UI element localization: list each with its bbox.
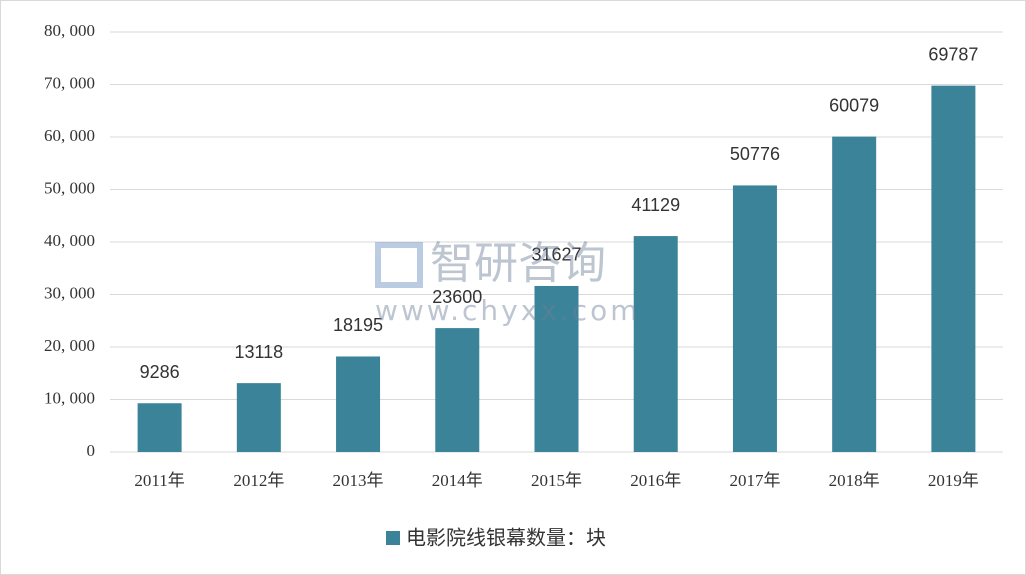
y-tick-label: 40, 000 (44, 231, 95, 250)
y-tick-label: 50, 000 (44, 178, 95, 197)
legend-swatch (386, 531, 400, 545)
watermark: 智研咨询 www.chyxx.com (375, 238, 641, 327)
y-tick-label: 10, 000 (44, 388, 95, 407)
bar (137, 403, 182, 452)
x-tick-label: 2019年 (928, 471, 979, 490)
value-label: 50776 (730, 144, 780, 164)
legend-label: 电影院线银幕数量：块 (406, 526, 606, 550)
value-label: 9286 (140, 362, 180, 382)
y-tick-label: 70, 000 (44, 73, 95, 92)
value-label: 18195 (333, 315, 383, 335)
watermark-url: www.chyxx.com (375, 294, 641, 327)
value-label: 60079 (829, 95, 879, 115)
bar (534, 285, 579, 452)
y-tick-label: 20, 000 (44, 336, 95, 355)
value-label: 41129 (631, 195, 680, 215)
bar (832, 136, 877, 452)
x-tick-label: 2014年 (432, 471, 483, 490)
bar (732, 185, 777, 452)
bar (336, 356, 381, 452)
bar (633, 236, 678, 452)
x-tick-label: 2011年 (134, 471, 184, 490)
plot-area: 0 10, 000 20, 000 30, 000 40, 000 50, 000 60, … (44, 21, 1003, 550)
x-tick-label: 2015年 (531, 471, 582, 490)
x-tick-label: 2016年 (630, 471, 681, 490)
y-tick-label: 0 (87, 441, 96, 460)
bar (435, 328, 480, 452)
watermark-logo (375, 242, 423, 288)
y-tick-label: 30, 000 (44, 283, 95, 302)
x-tick-label: 2018年 (829, 471, 880, 490)
x-tick-label: 2013年 (333, 471, 384, 490)
value-label: 23600 (432, 287, 482, 307)
y-tick-label: 80, 000 (44, 21, 95, 40)
bar (236, 383, 281, 452)
value-label: 31627 (531, 245, 581, 265)
x-tick-label: 2012年 (233, 471, 284, 490)
x-tick-label: 2017年 (729, 471, 780, 490)
value-label: 69787 (928, 44, 978, 64)
watermark-brand: 智研咨询 (430, 238, 606, 289)
bar (931, 85, 976, 452)
y-tick-label: 60, 000 (44, 126, 95, 145)
value-label: 13118 (234, 342, 283, 362)
